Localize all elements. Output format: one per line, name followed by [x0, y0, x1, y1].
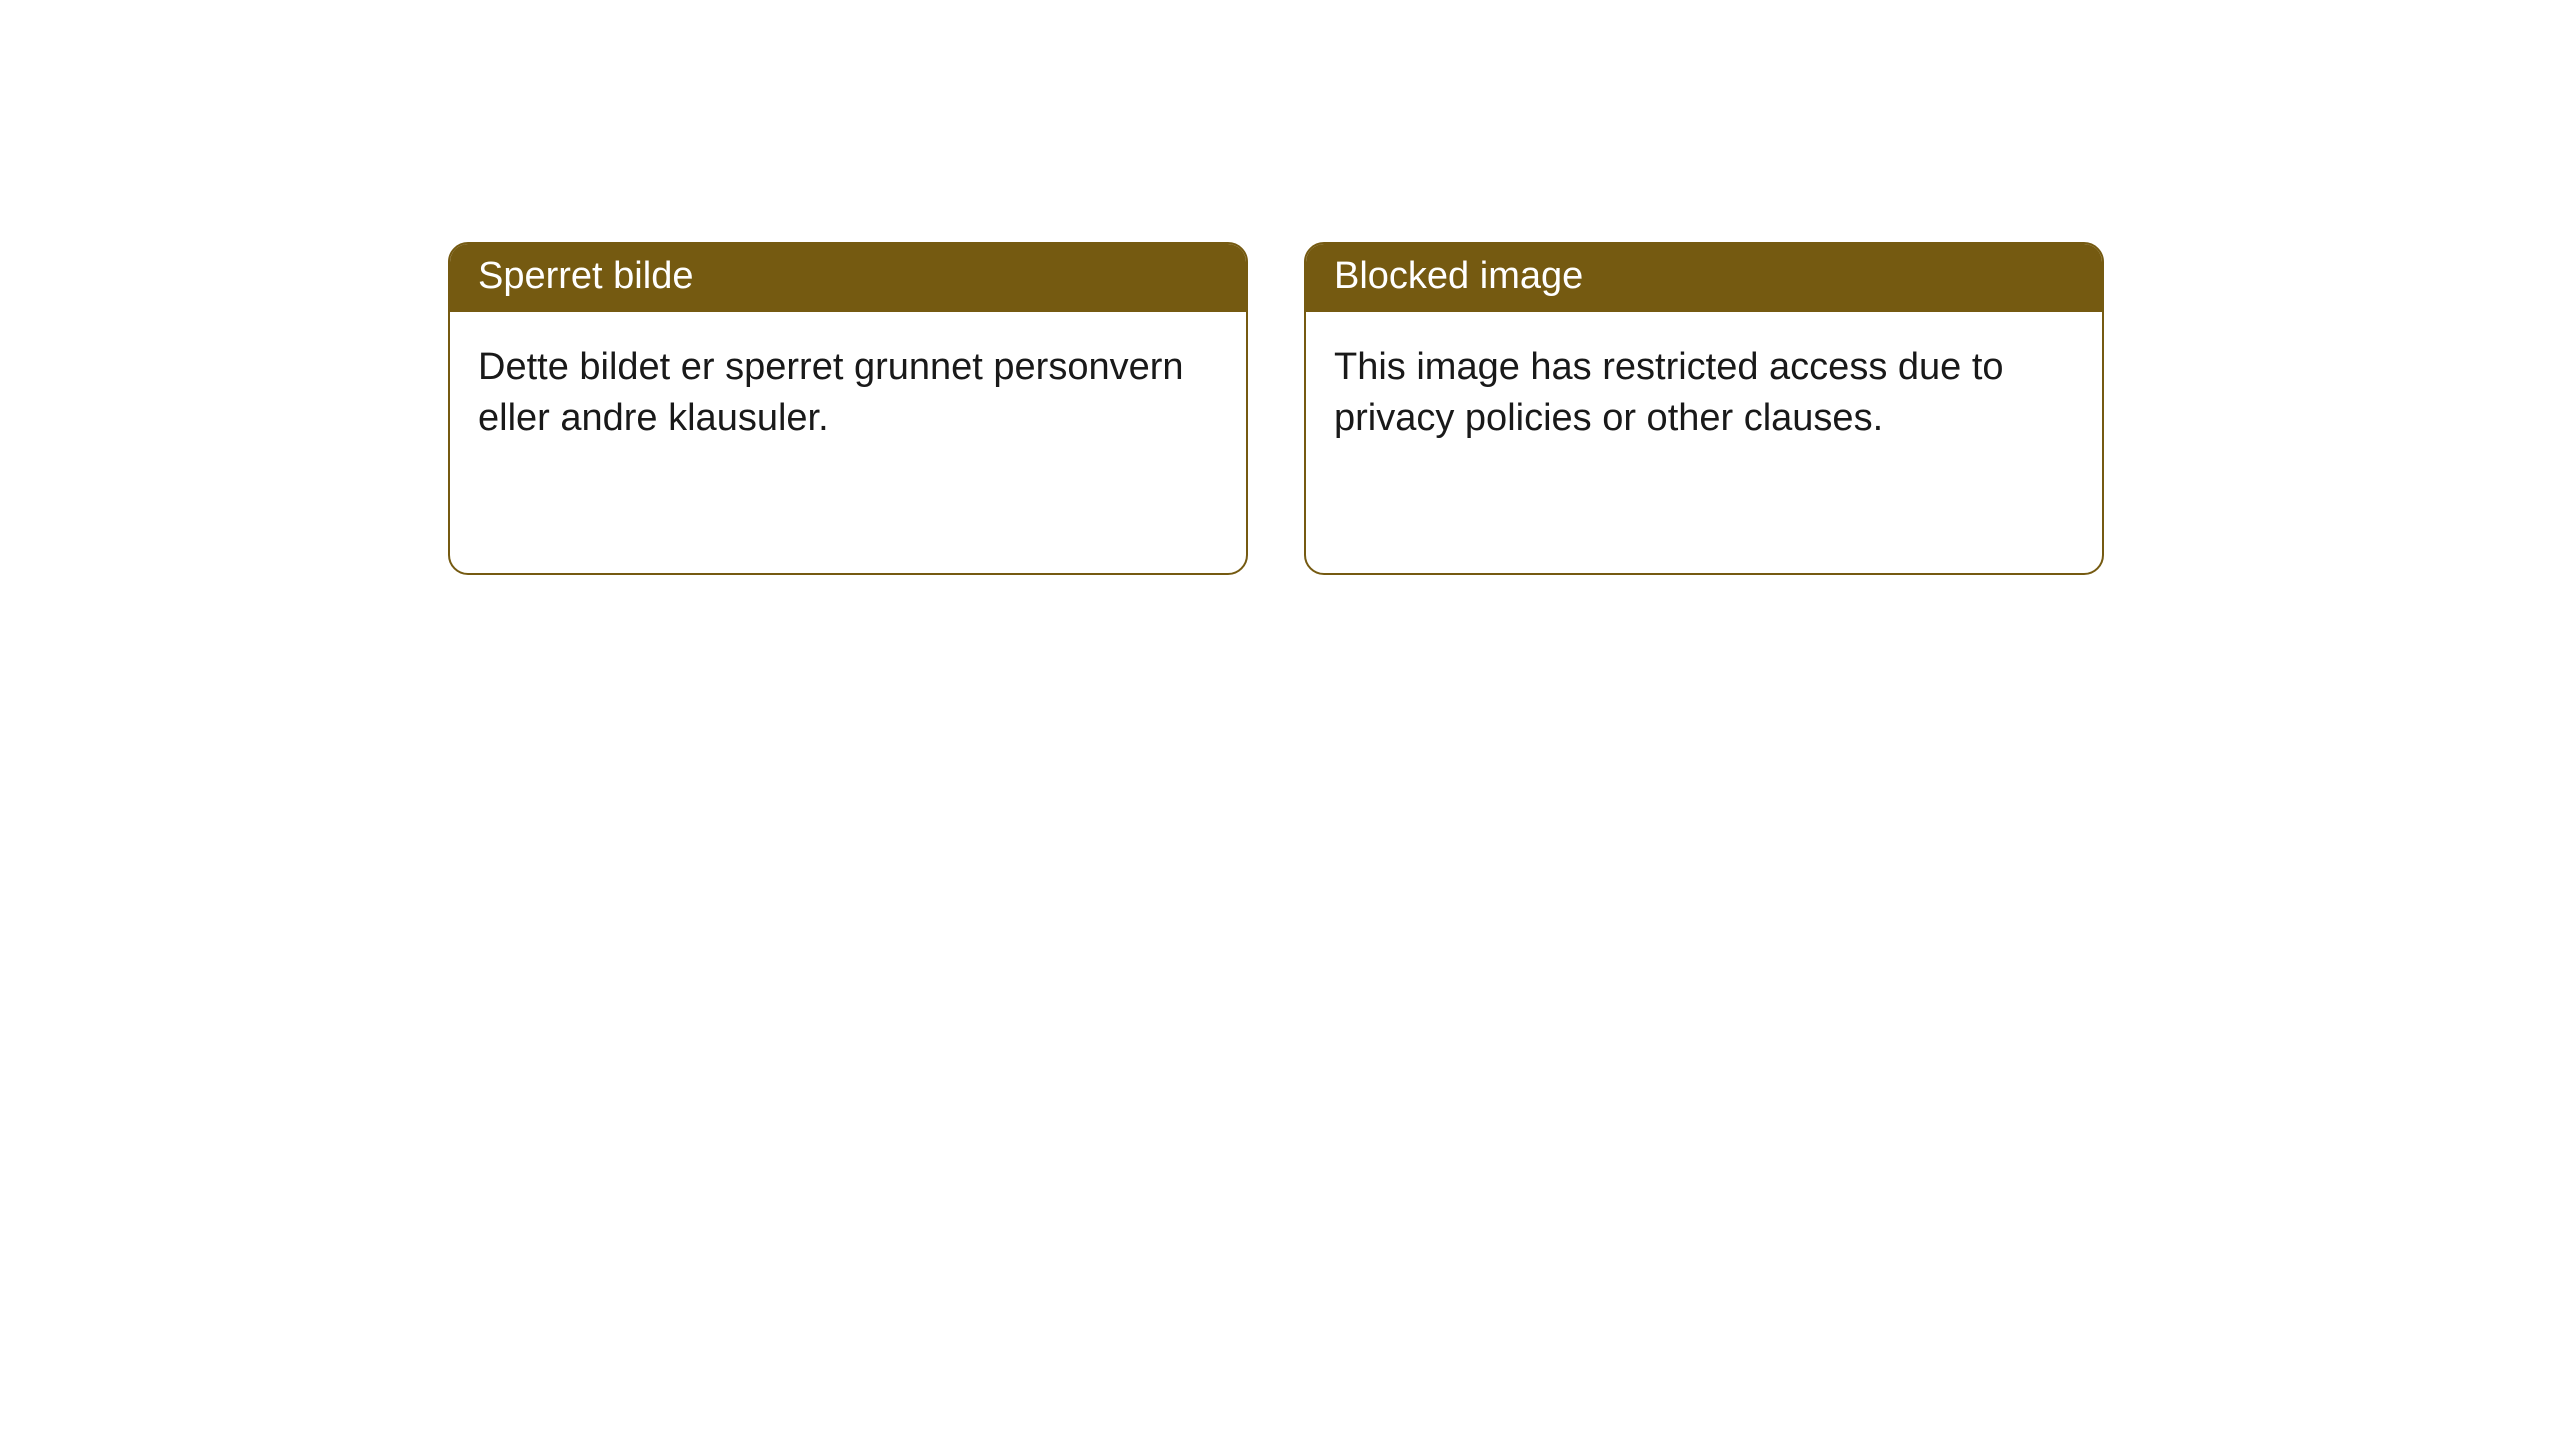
- notice-card-title: Blocked image: [1306, 244, 2102, 312]
- notice-card-english: Blocked image This image has restricted …: [1304, 242, 2104, 575]
- notice-card-body: Dette bildet er sperret grunnet personve…: [450, 312, 1246, 475]
- notice-container: Sperret bilde Dette bildet er sperret gr…: [0, 0, 2560, 575]
- notice-card-title: Sperret bilde: [450, 244, 1246, 312]
- notice-card-body: This image has restricted access due to …: [1306, 312, 2102, 475]
- notice-card-norwegian: Sperret bilde Dette bildet er sperret gr…: [448, 242, 1248, 575]
